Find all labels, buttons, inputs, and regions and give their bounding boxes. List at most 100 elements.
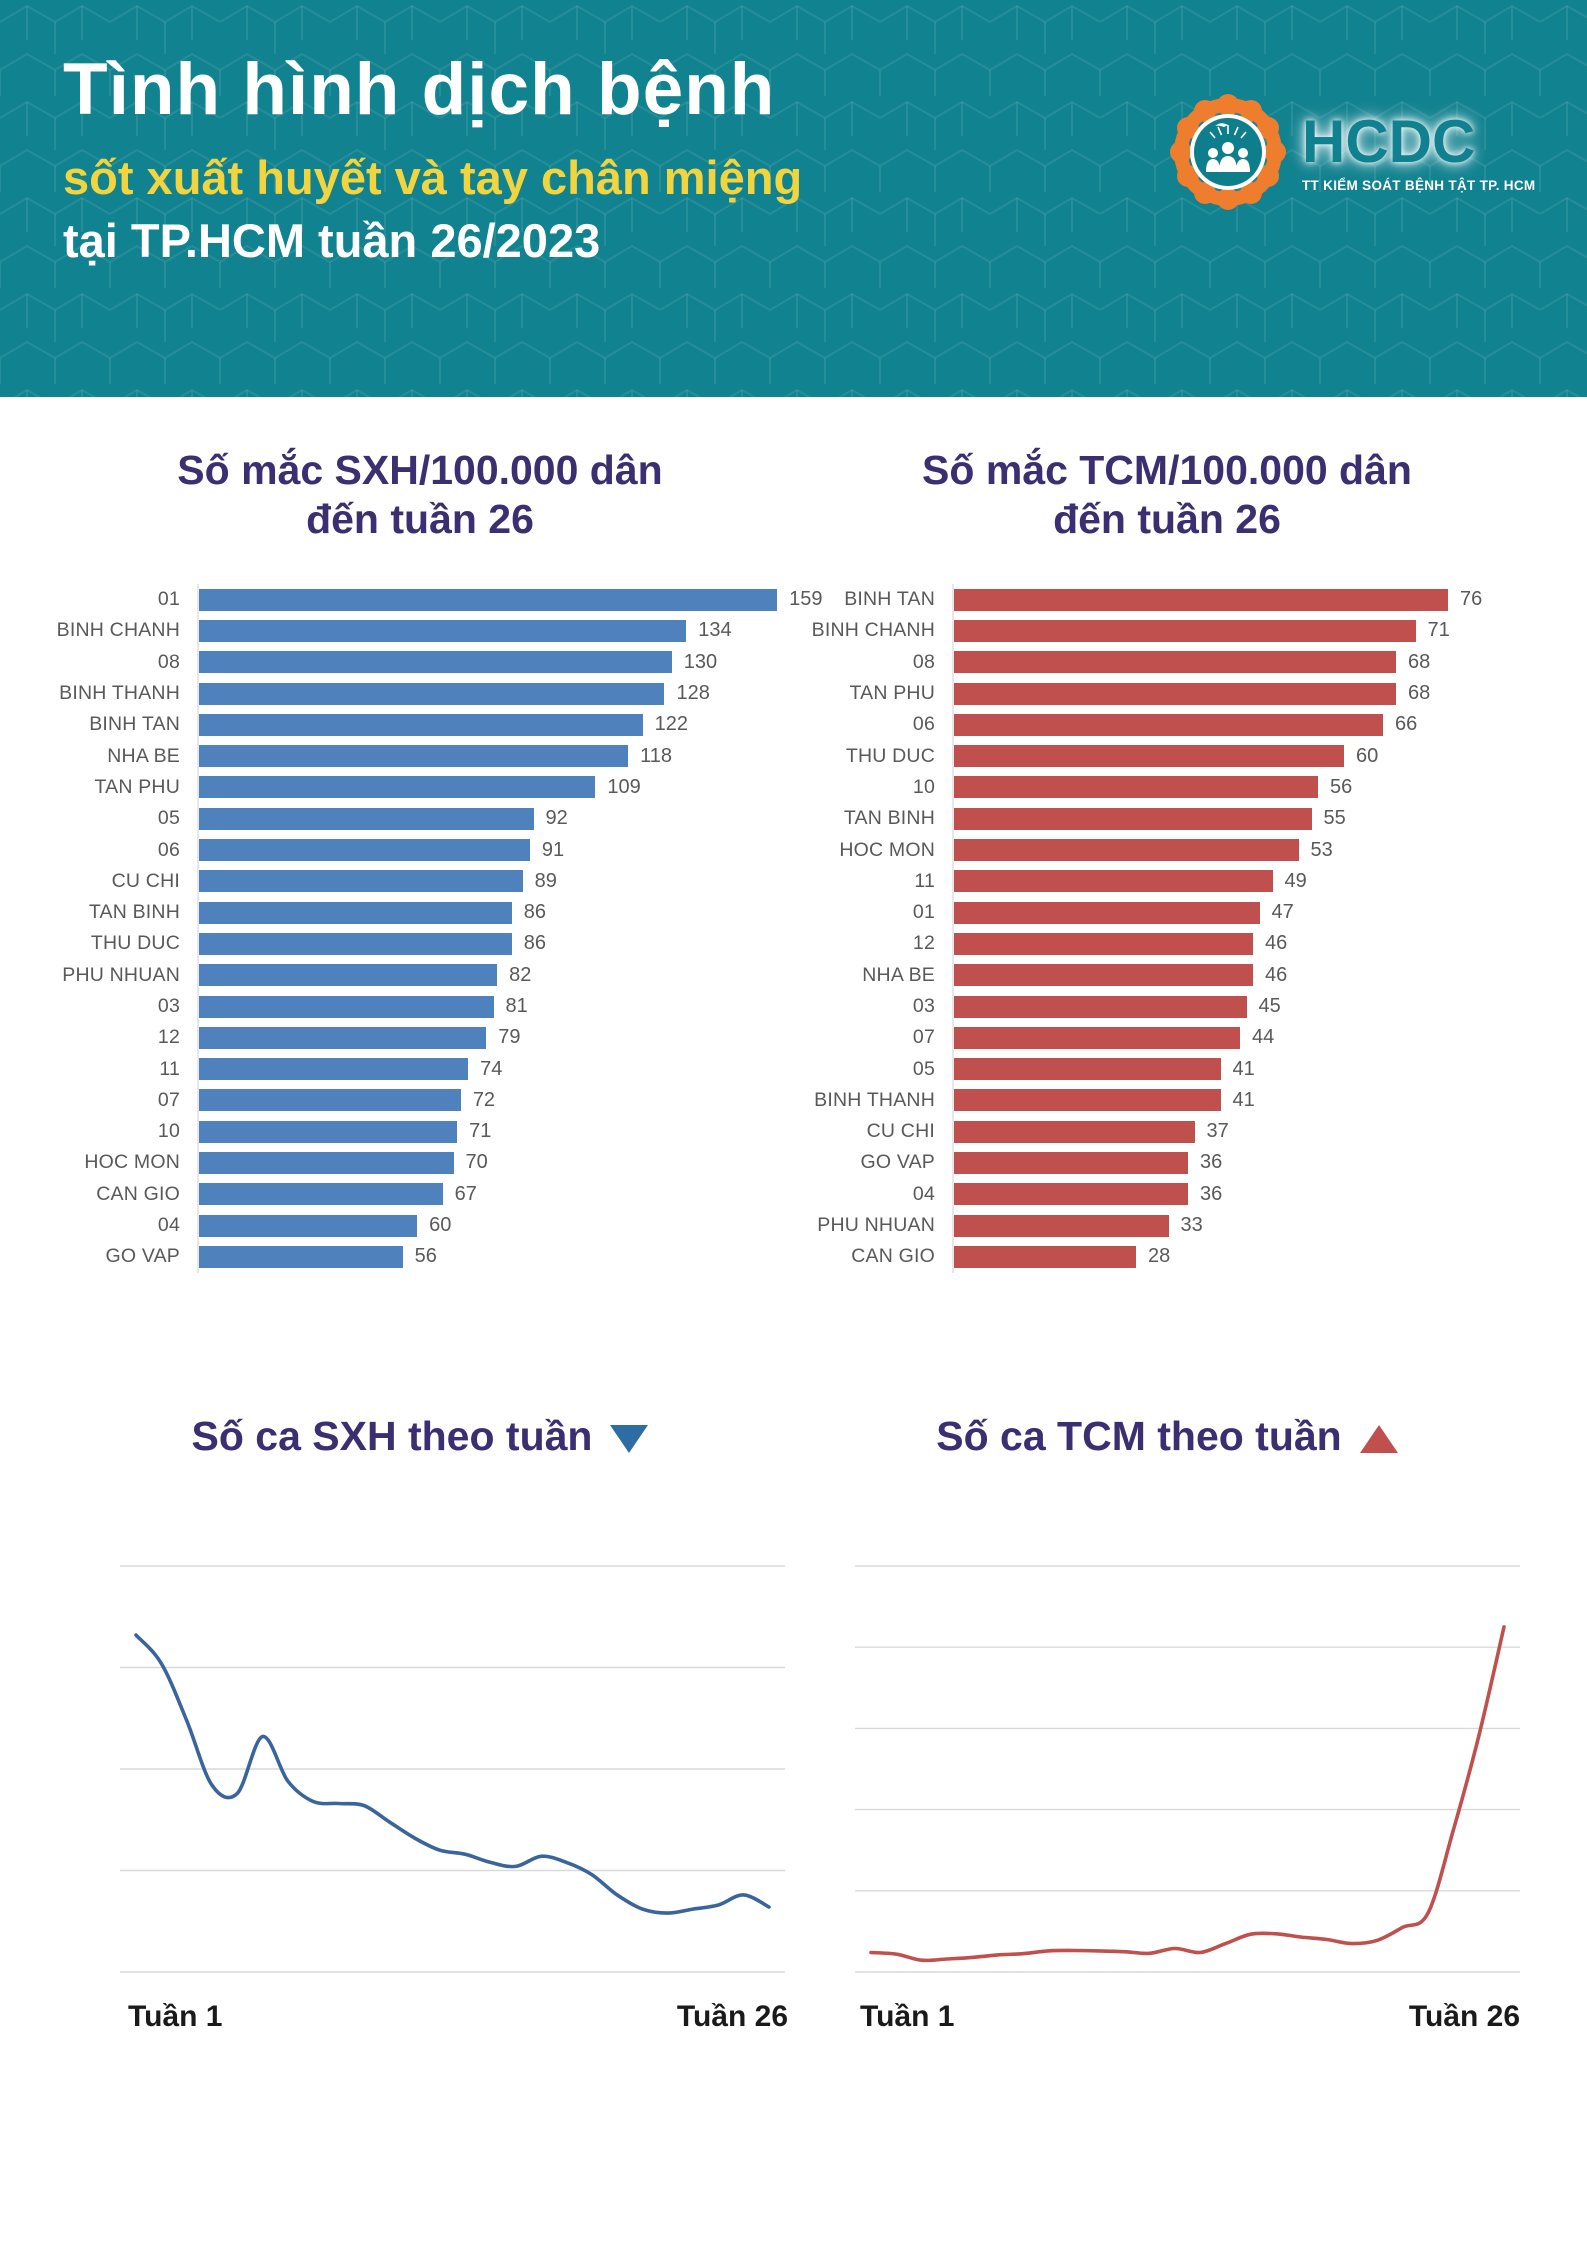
trend-up-icon — [1359, 1425, 1398, 1454]
bar-row: GO VAP 56 — [20, 1241, 799, 1273]
bar-row: GO VAP 36 — [775, 1147, 1474, 1179]
bar-value-label: 46 — [1265, 963, 1288, 986]
bar-track: 44 — [952, 1022, 1474, 1054]
bar-track: 71 — [952, 615, 1474, 647]
sxh-bar-title-line1: Số mắc SXH/100.000 dân — [177, 447, 663, 493]
bar-value-label: 109 — [607, 775, 641, 798]
bar — [199, 619, 687, 642]
bar — [954, 1151, 1188, 1174]
bar — [954, 964, 1253, 987]
bar — [954, 932, 1253, 955]
bar — [199, 1120, 458, 1143]
bar-category-label: TAN BINH — [843, 807, 935, 830]
bar-category-label: 12 — [912, 932, 935, 955]
bar-track: 68 — [952, 646, 1474, 678]
bar-track: 70 — [197, 1147, 799, 1179]
bar — [199, 932, 512, 955]
bar-category-label: 07 — [157, 1088, 180, 1111]
bar-row: 03 45 — [775, 990, 1474, 1023]
bar-track: 74 — [197, 1053, 799, 1085]
bar-value-label: 67 — [454, 1182, 477, 1205]
people-icon — [1206, 142, 1250, 172]
bar-row: 05 41 — [775, 1053, 1474, 1085]
bar-row: 07 72 — [20, 1084, 799, 1117]
bar-category-label: 11 — [914, 869, 935, 892]
bar-row: TAN PHU 68 — [775, 677, 1474, 710]
bar-category-label: 07 — [912, 1026, 935, 1049]
bar-value-label: 76 — [1460, 588, 1483, 611]
bar-category-label: 08 — [157, 650, 180, 673]
bar-track: 86 — [197, 928, 799, 960]
bar-row: TAN BINH 55 — [775, 803, 1474, 835]
bar — [954, 745, 1344, 768]
bar-value-label: 118 — [640, 744, 672, 767]
bar-value-label: 46 — [1265, 932, 1288, 955]
bar-row: CU CHI 37 — [775, 1116, 1474, 1148]
bar-category-label: 03 — [157, 995, 180, 1017]
bar — [199, 807, 534, 830]
bar-track: 79 — [197, 1022, 799, 1054]
bar-track: 45 — [952, 990, 1474, 1023]
tcm-line-title-text: Số ca TCM theo tuần — [936, 1413, 1342, 1459]
bar-value-label: 92 — [545, 807, 568, 830]
bar-track: 109 — [197, 771, 799, 804]
page-location-line: tại TP.HCM tuần 26/2023 — [63, 213, 601, 267]
bar-value-label: 79 — [498, 1026, 521, 1049]
bar-row: THU DUC 86 — [20, 928, 799, 960]
bar-row: CAN GIO 28 — [775, 1241, 1474, 1273]
bar-category-label: THU DUC — [845, 744, 935, 767]
bar-track: 92 — [197, 803, 799, 835]
sxh-bar-title-line2: đến tuần 26 — [306, 496, 534, 543]
bar-category-label: BINH CHANH — [811, 619, 935, 642]
bar-value-label: 33 — [1180, 1214, 1203, 1237]
bar-row: PHU NHUAN 82 — [20, 959, 799, 991]
bar-track: 56 — [952, 771, 1474, 804]
bar — [199, 745, 629, 768]
bar-row: 06 91 — [20, 834, 799, 866]
bar — [954, 901, 1260, 924]
bar-row: 08 68 — [775, 646, 1474, 678]
bar-row: CU CHI 89 — [20, 865, 799, 897]
sxh-line-chart-title: Số ca SXH theo tuần — [60, 1412, 780, 1461]
bar — [954, 1089, 1221, 1112]
bar-value-label: 60 — [1356, 744, 1379, 767]
bar-row: HOC MON 53 — [775, 834, 1474, 866]
bar-category-label: 08 — [912, 650, 935, 673]
bar — [199, 1245, 403, 1268]
bar-row: 04 60 — [20, 1209, 799, 1242]
bar — [954, 588, 1448, 611]
bar-value-label: 55 — [1323, 807, 1346, 830]
bar — [954, 1120, 1195, 1143]
trend-down-icon — [610, 1425, 649, 1454]
bar — [954, 1245, 1136, 1268]
bar-track: 118 — [197, 740, 799, 772]
bar-row: PHU NHUAN 33 — [775, 1209, 1474, 1242]
bar-value-label: 56 — [1330, 775, 1353, 798]
bar-track: 159 — [197, 584, 823, 616]
bar-track: 41 — [952, 1053, 1474, 1085]
sxh-line-title-text: Số ca SXH theo tuần — [191, 1413, 593, 1459]
bar-category-label: 10 — [157, 1120, 180, 1143]
bar — [954, 776, 1318, 799]
bar-category-label: CAN GIO — [96, 1182, 180, 1205]
bar-category-label: GO VAP — [105, 1245, 180, 1268]
bar-category-label: 03 — [912, 995, 935, 1017]
bar-value-label: 91 — [541, 838, 565, 861]
bar-track: 37 — [952, 1116, 1474, 1148]
bar — [954, 995, 1247, 1018]
bar-track: 128 — [197, 677, 799, 710]
bar-row: 10 71 — [20, 1116, 799, 1148]
bar-category-label: 12 — [157, 1026, 180, 1049]
bar-category-label: BINH THANH — [59, 682, 180, 705]
logo-rays — [1209, 125, 1247, 139]
bar-category-label: 05 — [912, 1057, 935, 1080]
tcm-line-chart — [855, 1560, 1520, 1980]
bar-track: 55 — [952, 803, 1474, 835]
bar — [954, 713, 1383, 736]
bar-category-label: HOC MON — [84, 1151, 180, 1174]
sxh-bar-chart: 01 159 BINH CHANH 134 08 130 BINH THANH 128 BINH… — [20, 584, 823, 1273]
bar-row: 06 66 — [775, 709, 1474, 741]
bar-track: 56 — [197, 1241, 799, 1273]
bar-row: 11 74 — [20, 1053, 799, 1085]
bar-track: 76 — [952, 584, 1482, 616]
